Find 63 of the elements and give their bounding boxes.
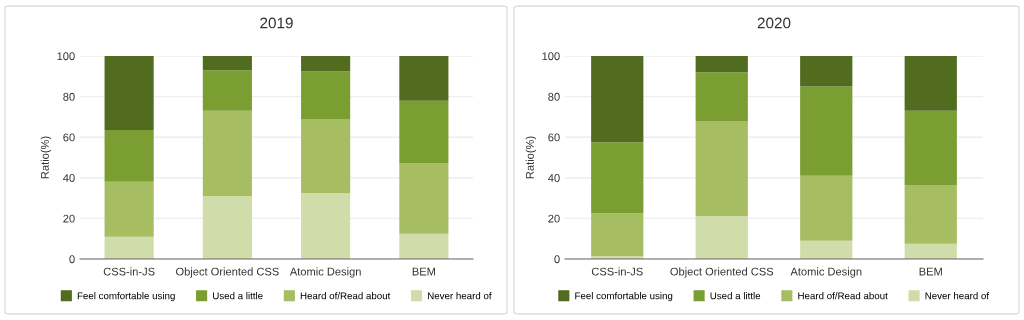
y-tick-label: 60 bbox=[548, 133, 560, 142]
y-tick-label: 40 bbox=[548, 174, 560, 182]
legend-label: Heard of/Read about bbox=[300, 292, 391, 300]
bar bbox=[301, 118, 351, 194]
chart-title: 2020 bbox=[757, 17, 791, 29]
legend-label: Used a little bbox=[213, 292, 263, 300]
bar bbox=[904, 110, 957, 185]
x-tick-label: Atomic Design bbox=[790, 267, 862, 278]
bar bbox=[591, 56, 644, 143]
bar bbox=[904, 56, 957, 111]
bar bbox=[591, 213, 644, 256]
y-tick-label: 80 bbox=[63, 92, 75, 101]
legend-label: Feel comfortable using bbox=[575, 292, 673, 302]
legend-label: Never heard of bbox=[925, 292, 990, 300]
chart-title: 2019 bbox=[260, 17, 293, 29]
x-tick-label: BEM bbox=[919, 267, 942, 276]
bar bbox=[202, 70, 252, 111]
bar bbox=[104, 56, 154, 131]
y-tick-label: 40 bbox=[63, 174, 75, 182]
bar bbox=[104, 236, 154, 259]
x-tick-label: BEM bbox=[412, 267, 435, 276]
bar bbox=[800, 240, 853, 259]
bar bbox=[202, 56, 252, 71]
bar bbox=[104, 130, 154, 182]
bar bbox=[301, 193, 351, 259]
bar bbox=[904, 184, 957, 244]
y-tick-label: 20 bbox=[63, 214, 75, 223]
bar bbox=[800, 175, 853, 241]
x-tick-label: Object Oriented CSS bbox=[670, 267, 774, 278]
y-tick-label: 100 bbox=[542, 52, 560, 61]
bar bbox=[695, 216, 748, 259]
y-tick-label: 80 bbox=[548, 92, 560, 101]
bar bbox=[399, 56, 449, 101]
y-tick-label: 20 bbox=[548, 214, 560, 223]
bar bbox=[202, 196, 252, 259]
y-tick-label: 0 bbox=[69, 255, 75, 264]
bar bbox=[104, 181, 154, 237]
bar bbox=[695, 120, 748, 217]
y-tick-label: 0 bbox=[554, 255, 560, 264]
bar bbox=[399, 233, 449, 259]
legend-label: Heard of/Read about bbox=[798, 292, 888, 300]
bar bbox=[800, 56, 853, 87]
x-tick-label: Object Oriented CSS bbox=[176, 267, 279, 278]
x-tick-label: CSS-in-JS bbox=[591, 267, 643, 276]
bar bbox=[800, 86, 853, 176]
legend-label: Used a little bbox=[710, 292, 761, 300]
bar bbox=[591, 142, 644, 214]
bar bbox=[695, 56, 748, 73]
bar bbox=[695, 72, 748, 121]
y-axis-title: Ratio(%) bbox=[525, 136, 537, 179]
y-axis-title: Ratio(%) bbox=[40, 136, 52, 179]
bar bbox=[301, 56, 351, 72]
bar bbox=[399, 100, 449, 164]
legend-label: Feel comfortable using bbox=[77, 292, 175, 302]
y-tick-label: 100 bbox=[57, 52, 75, 61]
x-tick-label: CSS-in-JS bbox=[103, 267, 155, 276]
y-tick-label: 60 bbox=[63, 133, 75, 142]
bar bbox=[202, 110, 252, 197]
x-tick-label: Atomic Design bbox=[289, 267, 361, 278]
bar bbox=[301, 71, 351, 119]
legend-label: Never heard of bbox=[428, 292, 492, 300]
bar bbox=[399, 163, 449, 234]
bar bbox=[904, 243, 957, 259]
